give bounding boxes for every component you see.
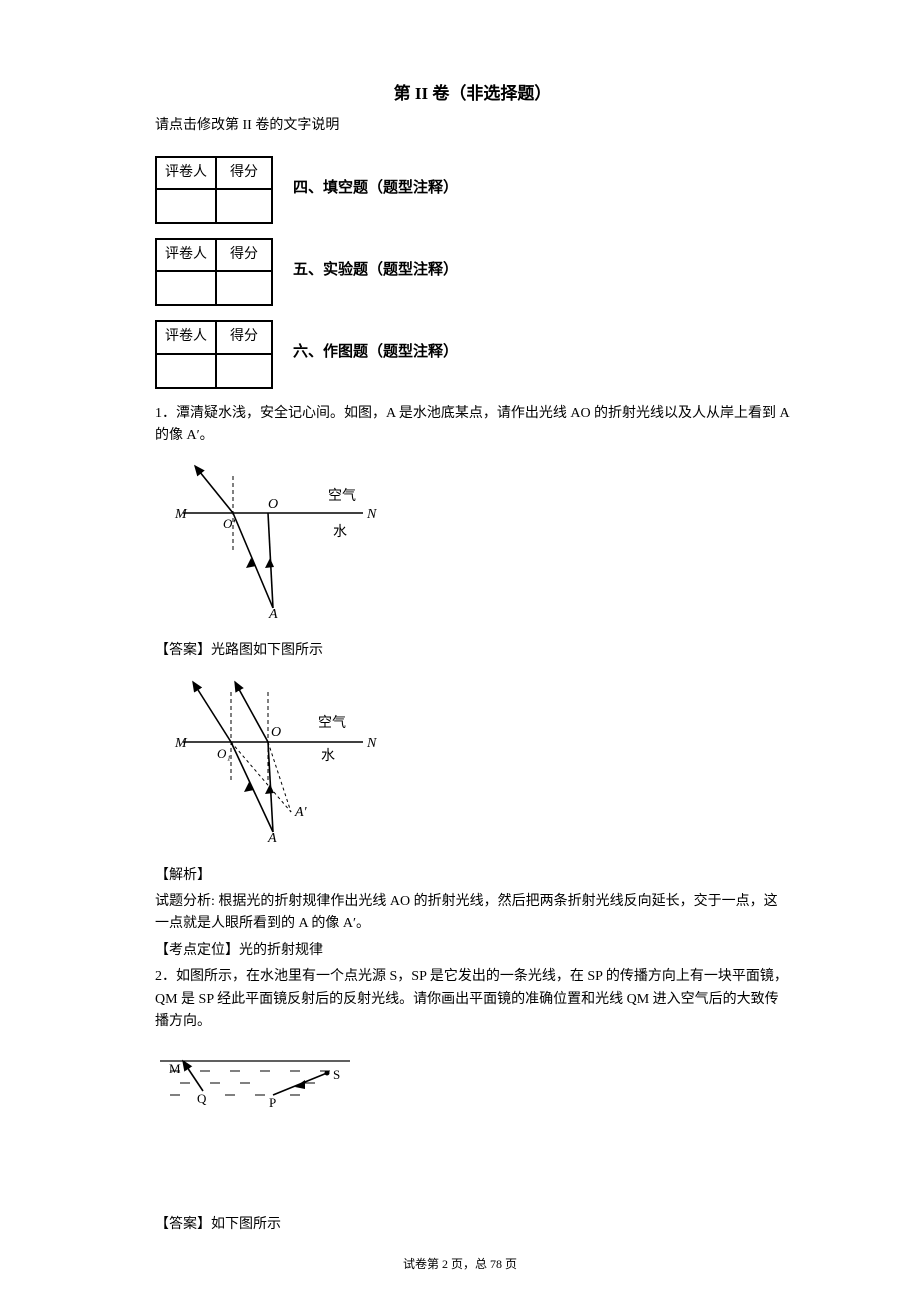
label-O1: O₁ xyxy=(217,746,231,761)
score-table-5: 评卷人 得分 xyxy=(155,238,273,306)
footer-prefix: 试卷第 xyxy=(403,1257,442,1271)
score-cell xyxy=(216,271,272,305)
q1-analysis-text: 试题分析: 根据光的折射规律作出光线 AO 的折射光线，然后把两条折射光线反向延… xyxy=(155,891,790,936)
score-cell xyxy=(216,354,272,388)
section-6-row: 评卷人 得分 六、作图题（题型注释） xyxy=(155,320,790,388)
label-air: 空气 xyxy=(328,488,356,504)
score-cell xyxy=(216,189,272,223)
page-footer: 试卷第 2 页，总 78 页 xyxy=(0,1255,920,1274)
grader-header: 评卷人 xyxy=(156,321,216,353)
q1-analysis-label: 【解析】 xyxy=(155,865,790,887)
label-M2: M xyxy=(174,736,188,751)
label-water: 水 xyxy=(333,524,347,540)
label-A2: A xyxy=(267,831,277,842)
page-title: 第 II 卷（非选择题） xyxy=(155,80,790,107)
grader-header: 评卷人 xyxy=(156,239,216,271)
q1-diagram-1: M N O' O A 空气 水 xyxy=(173,458,790,626)
section-6-heading: 六、作图题（题型注释） xyxy=(293,340,458,364)
label-O2: O xyxy=(271,725,281,740)
section-5-row: 评卷人 得分 五、实验题（题型注释） xyxy=(155,238,790,306)
label-N: N xyxy=(366,507,377,522)
footer-mid: 页，总 xyxy=(448,1257,490,1271)
q2-svg: S P Q M xyxy=(155,1043,355,1113)
label-O: O xyxy=(268,497,278,512)
q2-diagram: S P Q M xyxy=(155,1043,790,1121)
grader-cell xyxy=(156,189,216,223)
grader-cell xyxy=(156,271,216,305)
score-header: 得分 xyxy=(216,239,272,271)
q1-answer-label: 【答案】光路图如下图所示 xyxy=(155,640,790,662)
score-header: 得分 xyxy=(216,157,272,189)
page: 第 II 卷（非选择题） 请点击修改第 II 卷的文字说明 评卷人 得分 四、填… xyxy=(0,0,920,1302)
q1-svg-2: M N O₁ O A' A 空气 水 xyxy=(173,672,383,842)
score-header: 得分 xyxy=(216,321,272,353)
grader-header: 评卷人 xyxy=(156,157,216,189)
label-M3: M xyxy=(169,1061,181,1076)
label-Oprime: O' xyxy=(223,516,235,531)
footer-total: 78 xyxy=(490,1257,502,1271)
page-subtitle: 请点击修改第 II 卷的文字说明 xyxy=(155,115,790,137)
section-4-row: 评卷人 得分 四、填空题（题型注释） xyxy=(155,156,790,224)
section-5-heading: 五、实验题（题型注释） xyxy=(293,258,458,282)
label-N2: N xyxy=(366,736,377,751)
label-S: S xyxy=(333,1067,340,1082)
q2-text: 2．如图所示，在水池里有一个点光源 S，SP 是它发出的一条光线，在 SP 的传… xyxy=(155,966,790,1033)
label-Q: Q xyxy=(197,1091,207,1106)
label-P: P xyxy=(269,1095,276,1110)
q1-kaodian: 【考点定位】光的折射规律 xyxy=(155,940,790,962)
q2-answer-label: 【答案】如下图所示 xyxy=(155,1214,790,1236)
label-A: A xyxy=(268,607,278,618)
score-table-6: 评卷人 得分 xyxy=(155,320,273,388)
spacer xyxy=(155,1136,790,1206)
score-table-4: 评卷人 得分 xyxy=(155,156,273,224)
label-water2: 水 xyxy=(321,748,335,764)
q1-svg-1: M N O' O A 空气 水 xyxy=(173,458,383,618)
label-M: M xyxy=(174,507,188,522)
label-Aprime: A' xyxy=(294,805,308,820)
section-4-heading: 四、填空题（题型注释） xyxy=(293,176,458,200)
footer-suffix: 页 xyxy=(502,1257,517,1271)
q1-text: 1．潭清疑水浅，安全记心间。如图，A 是水池底某点，请作出光线 AO 的折射光线… xyxy=(155,403,790,448)
grader-cell xyxy=(156,354,216,388)
q1-diagram-2: M N O₁ O A' A 空气 水 xyxy=(173,672,790,850)
label-air2: 空气 xyxy=(318,715,346,731)
